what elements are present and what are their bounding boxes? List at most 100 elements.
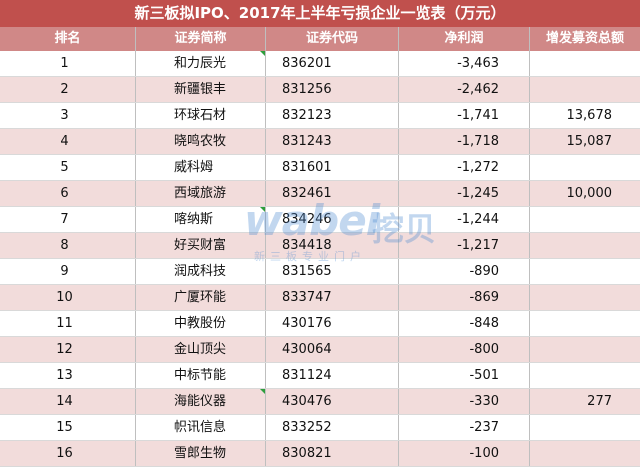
cell-raise xyxy=(530,311,640,336)
cell-rank: 7 xyxy=(0,207,136,232)
cell-raise xyxy=(530,51,640,76)
cell-profit: -848 xyxy=(399,311,530,336)
cell-name: 喀纳斯 xyxy=(136,207,266,232)
table-row: 8 好买财富 834418 -1,217 xyxy=(0,233,640,259)
cell-profit: -3,463 xyxy=(399,51,530,76)
cell-name: 和力辰光 xyxy=(136,51,266,76)
cell-rank: 1 xyxy=(0,51,136,76)
cell-code: 430476 xyxy=(266,389,399,414)
cell-raise xyxy=(530,233,640,258)
table-header: 排名 证券简称 证券代码 净利润 增发募资总额 xyxy=(0,27,640,51)
cell-profit: -501 xyxy=(399,363,530,388)
cell-rank: 15 xyxy=(0,415,136,440)
cell-code: 834418 xyxy=(266,233,399,258)
cell-profit: -1,245 xyxy=(399,181,530,206)
cell-name: 威科姆 xyxy=(136,155,266,180)
cell-code: 831601 xyxy=(266,155,399,180)
cell-code: 430176 xyxy=(266,311,399,336)
cell-name: 环球石材 xyxy=(136,103,266,128)
cell-rank: 10 xyxy=(0,285,136,310)
header-code: 证券代码 xyxy=(266,27,399,51)
cell-raise: 15,087 xyxy=(566,134,613,149)
cell-raise xyxy=(530,77,640,102)
cell-profit: -100 xyxy=(399,441,530,466)
cell-name: 海能仪器 xyxy=(136,389,266,414)
cell-name: 新疆银丰 xyxy=(136,77,266,102)
cell-rank: 6 xyxy=(0,181,136,206)
table-row: 4 晓鸣农牧 831243 -1,718 15,087 xyxy=(0,129,640,155)
cell-name: 雪郎生物 xyxy=(136,441,266,466)
table-row: 11 中教股份 430176 -848 xyxy=(0,311,640,337)
cell-raise xyxy=(530,285,640,310)
cell-name: 润成科技 xyxy=(136,259,266,284)
table-row: 12 金山顶尖 430064 -800 xyxy=(0,337,640,363)
cell-rank: 11 xyxy=(0,311,136,336)
cell-raise xyxy=(530,363,640,388)
cell-code: 831124 xyxy=(266,363,399,388)
cell-raise xyxy=(530,259,640,284)
table-title: 新三板拟IPO、2017年上半年亏损企业一览表（万元） xyxy=(0,0,640,27)
cell-raise xyxy=(530,337,640,362)
table-row: 1 和力辰光 836201 -3,463 xyxy=(0,51,640,77)
cell-name: 晓鸣农牧 xyxy=(136,129,266,154)
cell-profit: -237 xyxy=(399,415,530,440)
cell-name: 帜讯信息 xyxy=(136,415,266,440)
cell-rank: 9 xyxy=(0,259,136,284)
cell-profit: -800 xyxy=(399,337,530,362)
cell-rank: 13 xyxy=(0,363,136,388)
cell-raise: 10,000 xyxy=(566,186,613,201)
cell-raise: 13,678 xyxy=(566,108,613,123)
table-row: 14 海能仪器 430476 -330 277 xyxy=(0,389,640,415)
cell-raise xyxy=(530,415,640,440)
cell-code: 830821 xyxy=(266,441,399,466)
table-row: 7 喀纳斯 834246 -1,244 xyxy=(0,207,640,233)
cell-code: 832461 xyxy=(266,181,399,206)
cell-rank: 5 xyxy=(0,155,136,180)
cell-profit: -1,217 xyxy=(399,233,530,258)
cell-code: 833747 xyxy=(266,285,399,310)
cell-code: 430064 xyxy=(266,337,399,362)
table-row: 9 润成科技 831565 -890 xyxy=(0,259,640,285)
cell-raise xyxy=(530,441,640,466)
cell-rank: 2 xyxy=(0,77,136,102)
cell-code: 833252 xyxy=(266,415,399,440)
table-row: 13 中标节能 831124 -501 xyxy=(0,363,640,389)
table-row: 3 环球石材 832123 -1,741 13,678 xyxy=(0,103,640,129)
cell-profit: -869 xyxy=(399,285,530,310)
cell-code: 831565 xyxy=(266,259,399,284)
cell-raise xyxy=(530,207,640,232)
cell-name: 广厦环能 xyxy=(136,285,266,310)
cell-raise xyxy=(530,155,640,180)
cell-code: 831256 xyxy=(266,77,399,102)
table-row: 15 帜讯信息 833252 -237 xyxy=(0,415,640,441)
cell-code: 831243 xyxy=(266,129,399,154)
cell-name: 金山顶尖 xyxy=(136,337,266,362)
cell-profit: -890 xyxy=(399,259,530,284)
table-row: 16 雪郎生物 830821 -100 xyxy=(0,441,640,467)
cell-rank: 8 xyxy=(0,233,136,258)
cell-name: 中标节能 xyxy=(136,363,266,388)
header-raise: 增发募资总额 xyxy=(545,31,624,46)
header-rank: 排名 xyxy=(0,27,136,51)
cell-rank: 12 xyxy=(0,337,136,362)
cell-code: 836201 xyxy=(266,51,399,76)
table-row: 5 威科姆 831601 -1,272 xyxy=(0,155,640,181)
cell-name: 中教股份 xyxy=(136,311,266,336)
cell-name: 好买财富 xyxy=(136,233,266,258)
cell-code: 832123 xyxy=(266,103,399,128)
cell-profit: -2,462 xyxy=(399,77,530,102)
table-row: 2 新疆银丰 831256 -2,462 xyxy=(0,77,640,103)
cell-profit: -1,718 xyxy=(399,129,530,154)
cell-profit: -1,244 xyxy=(399,207,530,232)
cell-profit: -1,741 xyxy=(399,103,530,128)
cell-raise: 277 xyxy=(587,394,612,409)
header-profit: 净利润 xyxy=(399,27,530,51)
table-row: 10 广厦环能 833747 -869 xyxy=(0,285,640,311)
cell-rank: 4 xyxy=(0,129,136,154)
cell-rank: 3 xyxy=(0,103,136,128)
cell-rank: 14 xyxy=(0,389,136,414)
cell-profit: -1,272 xyxy=(399,155,530,180)
cell-profit: -330 xyxy=(399,389,530,414)
header-name: 证券简称 xyxy=(136,27,266,51)
cell-rank: 16 xyxy=(0,441,136,466)
